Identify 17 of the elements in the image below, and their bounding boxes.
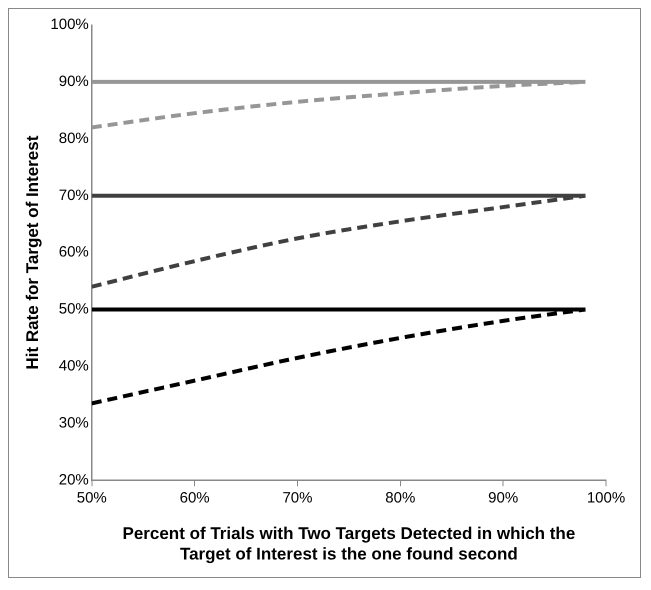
y-axis-title: Hit Rate for Target of Interest xyxy=(22,135,42,370)
x-tick-label: 60% xyxy=(180,489,210,506)
y-tick-label: 60% xyxy=(58,244,89,261)
y-tick-label: 30% xyxy=(58,414,89,432)
x-tick-label: 70% xyxy=(282,489,312,506)
x-axis-title: Percent of Trials with Two Targets Detected in which the Target of Interest is the one found second xyxy=(122,524,576,564)
x-tick-label: 90% xyxy=(488,489,518,506)
y-tick-label: 50% xyxy=(58,300,89,318)
x-tick-label: 50% xyxy=(76,489,107,506)
y-tick-label: 20% xyxy=(58,471,89,488)
x-tick-label: 80% xyxy=(385,489,416,506)
x-tick-label: 100% xyxy=(586,489,626,506)
y-tick-label: 90% xyxy=(58,73,89,90)
y-tick-label: 100% xyxy=(50,16,89,34)
y-tick-label: 40% xyxy=(58,358,89,375)
y-tick-label: 80% xyxy=(58,130,89,147)
y-tick-label: 70% xyxy=(58,186,89,204)
